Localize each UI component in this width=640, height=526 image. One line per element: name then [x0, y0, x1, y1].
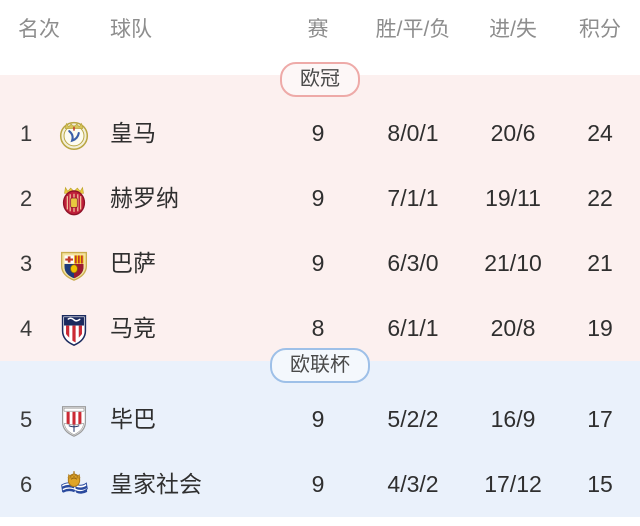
row-team-name: 皇家社会	[110, 471, 202, 497]
atletico-madrid-crest	[55, 310, 93, 348]
zone-chip-wrap-ucl: 欧冠	[0, 62, 640, 101]
column-header-points: 积分	[579, 18, 621, 41]
real-sociedad-crest	[55, 466, 93, 504]
column-header-played: 赛	[307, 18, 329, 41]
zone-badge-champions-league: 欧冠	[280, 62, 360, 97]
table-row[interactable]: 5 毕巴 9 5/2/2 16/9 17	[0, 387, 640, 452]
row-goals: 20/8	[490, 315, 536, 341]
zone-badge-europa-league: 欧联杯	[270, 348, 370, 383]
row-played: 8	[311, 315, 325, 341]
row-rank: 6	[20, 472, 33, 497]
row-goals: 19/11	[485, 185, 541, 211]
athletic-bilbao-crest	[55, 401, 93, 439]
row-wdl: 8/0/1	[387, 120, 439, 146]
row-played: 9	[311, 406, 325, 432]
row-rank: 2	[20, 186, 33, 211]
zone-europa-league: 欧联杯 5 毕巴 9 5	[0, 348, 640, 517]
row-points: 19	[587, 315, 613, 341]
row-wdl: 7/1/1	[387, 185, 439, 211]
girona-crest	[55, 180, 93, 218]
row-team-name: 皇马	[110, 120, 156, 146]
row-played: 9	[311, 471, 325, 497]
row-wdl: 5/2/2	[387, 406, 439, 432]
row-wdl: 6/1/1	[387, 315, 439, 341]
column-header-rank: 名次	[18, 18, 60, 41]
row-points: 22	[587, 185, 613, 211]
table-row[interactable]: 6 皇家社会 9 4/3/2	[0, 452, 640, 517]
row-points: 21	[587, 250, 613, 276]
row-team-name: 毕巴	[110, 406, 156, 432]
column-header-team: 球队	[110, 18, 152, 41]
row-played: 9	[311, 120, 325, 146]
row-rank: 4	[20, 316, 33, 341]
row-goals: 16/9	[490, 406, 536, 432]
row-goals: 21/10	[484, 250, 542, 276]
real-madrid-crest	[55, 115, 93, 153]
table-row[interactable]: 2 赫罗纳 9 7/1/1 19/11 22	[0, 166, 640, 231]
row-team-name: 巴萨	[110, 250, 156, 276]
row-points: 17	[587, 406, 613, 432]
row-played: 9	[311, 185, 325, 211]
row-points: 15	[587, 471, 613, 497]
table-row[interactable]: 1 皇马 9 8/0/1 20/6 24	[0, 101, 640, 166]
column-header-goals: 进/失	[489, 18, 537, 41]
row-rank: 3	[20, 251, 33, 276]
row-points: 24	[587, 120, 613, 146]
row-wdl: 6/3/0	[387, 250, 439, 276]
column-header-wdl: 胜/平/负	[375, 18, 451, 41]
barcelona-crest	[55, 245, 93, 283]
zone-champions-league: 欧冠 1 皇马 9 8/0/1 20/6 24 2	[0, 62, 640, 361]
row-goals: 17/12	[484, 471, 542, 497]
row-rank: 1	[20, 121, 33, 146]
row-wdl: 4/3/2	[387, 471, 439, 497]
row-played: 9	[311, 250, 325, 276]
table-row[interactable]: 4 马竞 8 6/1/1 20/8 19	[0, 296, 640, 361]
table-row[interactable]: 3 巴萨 9 6/3/0 21/10 21	[0, 231, 640, 296]
row-team-name: 马竞	[110, 315, 156, 341]
row-goals: 20/6	[490, 120, 536, 146]
zone-chip-wrap-uel: 欧联杯	[0, 348, 640, 387]
row-rank: 5	[20, 407, 33, 432]
row-team-name: 赫罗纳	[110, 185, 179, 211]
